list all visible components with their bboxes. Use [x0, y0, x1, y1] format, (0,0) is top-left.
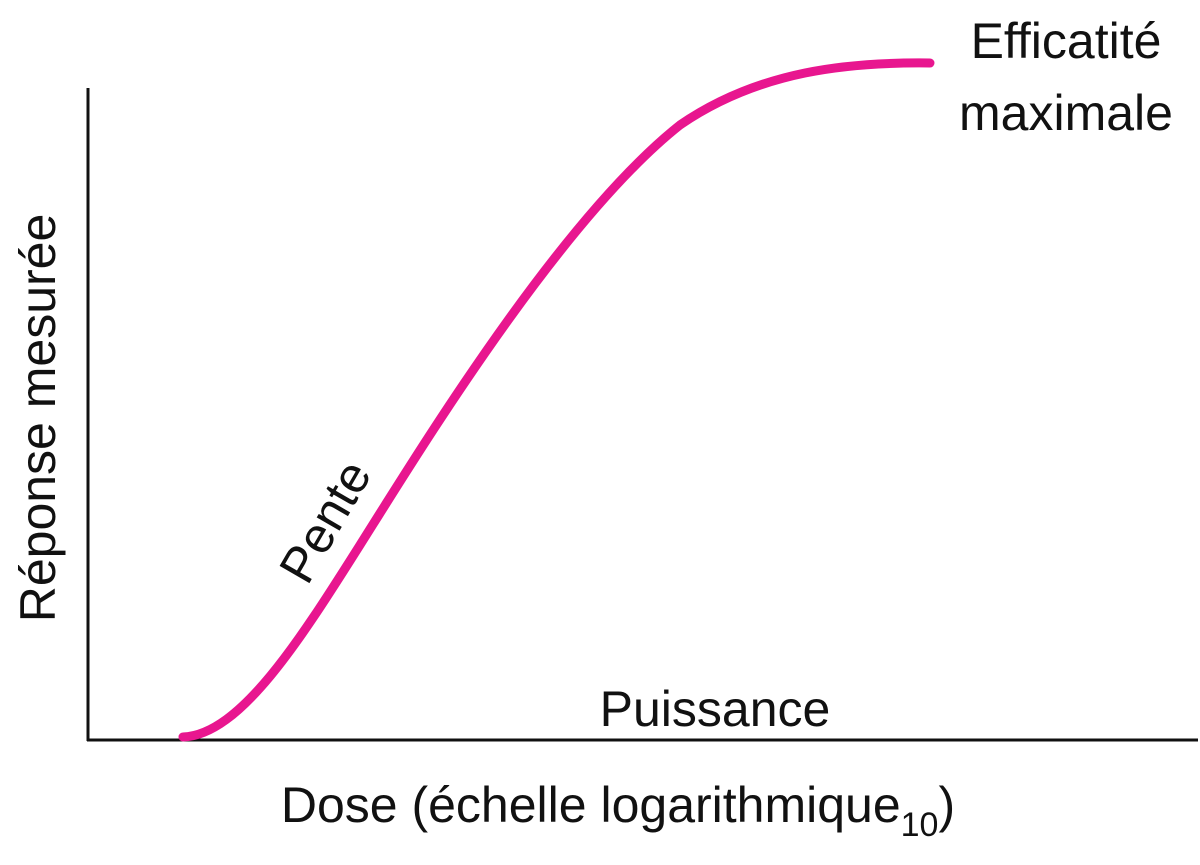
y-axis-label: Réponse mesurée — [10, 214, 66, 623]
x-axis-label-subscript: 10 — [901, 806, 939, 844]
potency-label: Puissance — [600, 681, 831, 737]
x-axis-label-main: Dose (échelle logarithmique — [281, 777, 901, 833]
x-axis-label-end: ) — [938, 777, 955, 833]
slope-label: Pente — [268, 451, 382, 592]
x-axis-label: Dose (échelle logarithmique10) — [281, 777, 955, 844]
efficacy-label-line1: Efficatité — [971, 13, 1162, 69]
efficacy-label-line2: maximale — [959, 85, 1173, 141]
response-curve — [178, 58, 935, 742]
